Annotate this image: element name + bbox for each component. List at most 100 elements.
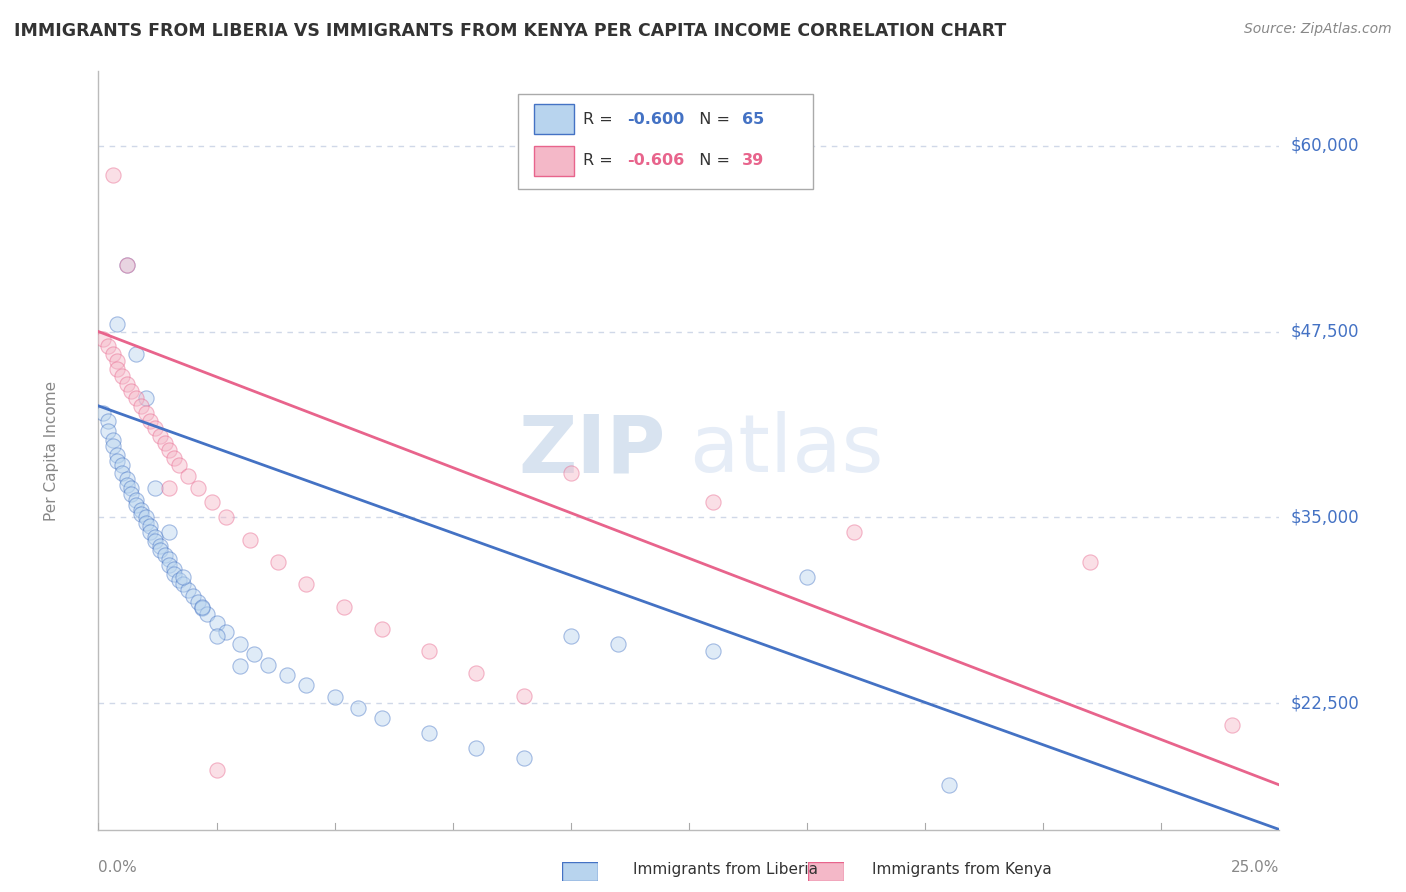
Text: -0.606: -0.606	[627, 153, 685, 169]
Point	[333, 599, 356, 614]
Point	[105, 317, 128, 331]
Point	[135, 516, 157, 531]
Point	[115, 258, 138, 272]
Point	[205, 615, 228, 630]
Point	[129, 503, 152, 517]
Point	[172, 577, 194, 591]
Point	[465, 740, 488, 755]
Text: $60,000: $60,000	[1291, 136, 1360, 154]
Text: ZIP: ZIP	[517, 411, 665, 490]
Point	[153, 548, 176, 562]
Point	[167, 573, 190, 587]
Point	[101, 169, 124, 183]
Point	[163, 562, 186, 576]
Point	[111, 458, 134, 473]
Text: 65: 65	[742, 112, 765, 127]
Point	[257, 657, 280, 672]
Text: R =: R =	[582, 153, 617, 169]
Point	[607, 637, 630, 651]
Point	[111, 466, 134, 480]
Text: $47,500: $47,500	[1291, 323, 1360, 341]
Point	[97, 339, 120, 353]
Point	[323, 690, 346, 705]
Point	[143, 421, 166, 435]
Point	[139, 519, 162, 533]
Point	[97, 414, 120, 428]
Point	[512, 689, 534, 703]
Point	[115, 477, 138, 491]
Point	[1080, 555, 1102, 569]
Point	[702, 644, 724, 658]
Point	[418, 726, 440, 740]
Point	[1220, 718, 1243, 732]
Point	[560, 466, 582, 480]
Point	[191, 601, 214, 615]
Point	[115, 258, 138, 272]
Point	[163, 450, 186, 465]
Point	[371, 711, 394, 725]
Point	[105, 454, 128, 468]
Point	[91, 332, 114, 346]
Point	[205, 629, 228, 643]
Point	[347, 700, 370, 714]
Point	[157, 552, 180, 566]
Point	[105, 448, 128, 462]
Text: N =: N =	[689, 153, 735, 169]
Point	[101, 433, 124, 447]
Point	[560, 629, 582, 643]
Point	[149, 428, 172, 442]
Point	[157, 525, 180, 540]
Point	[229, 659, 252, 673]
Point	[157, 443, 180, 458]
Point	[243, 647, 266, 661]
Point	[121, 486, 143, 500]
Point	[796, 570, 818, 584]
Point	[191, 599, 214, 614]
Text: 39: 39	[742, 153, 765, 169]
Point	[187, 481, 209, 495]
Text: IMMIGRANTS FROM LIBERIA VS IMMIGRANTS FROM KENYA PER CAPITA INCOME CORRELATION C: IMMIGRANTS FROM LIBERIA VS IMMIGRANTS FR…	[14, 22, 1007, 40]
Point	[295, 577, 318, 591]
Point	[215, 510, 238, 524]
Point	[167, 458, 190, 473]
Point	[125, 499, 148, 513]
FancyBboxPatch shape	[534, 104, 575, 135]
Point	[938, 778, 960, 792]
Point	[239, 533, 262, 547]
Point	[91, 406, 114, 420]
Point	[205, 763, 228, 777]
Text: N =: N =	[689, 112, 735, 127]
Point	[135, 392, 157, 406]
Point	[143, 481, 166, 495]
Point	[149, 539, 172, 553]
Point	[115, 376, 138, 391]
Point	[195, 607, 218, 621]
Text: $22,500: $22,500	[1291, 694, 1360, 712]
Point	[97, 424, 120, 438]
Point	[172, 570, 194, 584]
Point	[187, 595, 209, 609]
Point	[105, 361, 128, 376]
Point	[121, 481, 143, 495]
Point	[139, 525, 162, 540]
Text: Per Capita Income: Per Capita Income	[44, 380, 59, 521]
Text: 0.0%: 0.0%	[98, 860, 138, 875]
Point	[844, 525, 866, 540]
Point	[201, 495, 224, 509]
Point	[121, 384, 143, 398]
Point	[143, 534, 166, 549]
Text: $35,000: $35,000	[1291, 508, 1360, 526]
Point	[125, 492, 148, 507]
Text: R =: R =	[582, 112, 617, 127]
FancyBboxPatch shape	[517, 95, 813, 189]
Point	[143, 530, 166, 544]
Point	[129, 508, 152, 522]
Point	[101, 347, 124, 361]
Point	[153, 436, 176, 450]
Point	[157, 558, 180, 572]
Point	[177, 583, 200, 598]
Point	[135, 406, 157, 420]
Text: atlas: atlas	[689, 411, 883, 490]
Point	[295, 678, 318, 692]
Point	[371, 622, 394, 636]
